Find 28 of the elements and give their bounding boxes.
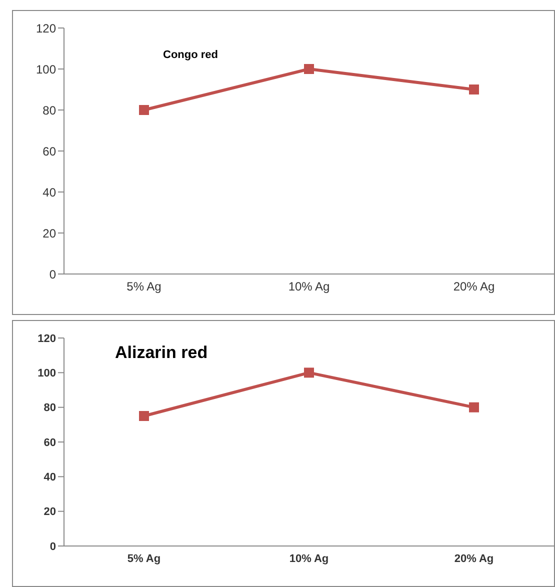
y-tick-label: 60	[42, 144, 56, 158]
y-tick-label: 120	[38, 332, 56, 345]
y-tick-label: 20	[44, 506, 56, 518]
x-tick-label: 20% Ag	[453, 280, 495, 294]
text: Congo red	[163, 49, 218, 61]
point	[304, 368, 314, 378]
x-tick-label: 10% Ag	[289, 552, 329, 565]
x-tick-label: 10% Ag	[288, 280, 330, 294]
point	[304, 64, 314, 74]
x-tick-label: 5% Ag	[126, 280, 162, 294]
y-tick-label: 60	[44, 436, 56, 449]
point	[469, 402, 479, 412]
y-tick-label: 100	[36, 62, 56, 76]
y-tick-label: 40	[44, 472, 56, 484]
y-tick-label: 120	[36, 21, 56, 36]
point	[469, 84, 479, 94]
x-tick-label: 20% Ag	[454, 552, 494, 565]
x-tick-label: 5% Ag	[127, 552, 161, 565]
y-tick-label: 20	[42, 226, 56, 240]
y-tick-label: 100	[38, 368, 56, 380]
y-tick-label: 40	[42, 185, 56, 200]
y-tick-label: 0	[50, 540, 56, 553]
y-tick-label: 0	[49, 267, 56, 282]
point	[139, 105, 149, 115]
chart-title: Alizarin red	[115, 343, 208, 363]
y-tick-label: 80	[44, 402, 56, 414]
y-tick-label: 80	[42, 103, 56, 118]
point	[139, 411, 149, 421]
